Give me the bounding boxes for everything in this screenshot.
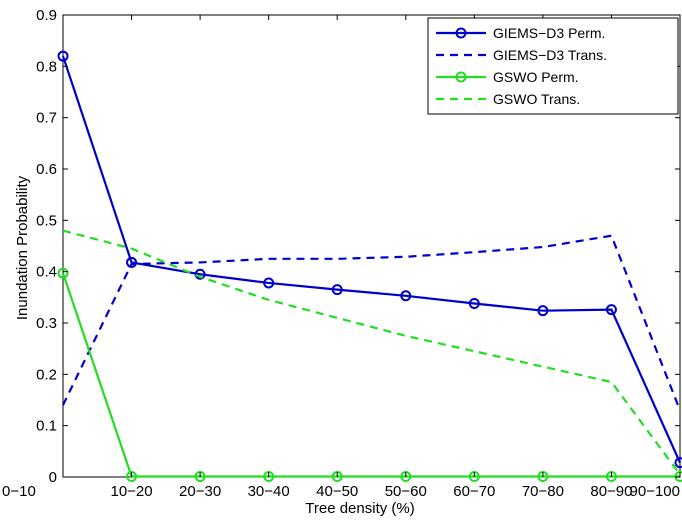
y-tick-label: 0.2: [36, 366, 57, 383]
y-tick-label: 0.3: [36, 315, 57, 332]
series-line: [62, 234, 682, 411]
x-tick-label: 80−90: [590, 483, 632, 500]
series-line: [62, 229, 681, 476]
series-line: [61, 272, 680, 478]
data-point: [263, 277, 275, 289]
legend-label: GIEMS−D3 Perm.: [493, 25, 605, 41]
data-point: [537, 305, 549, 317]
x-tick-label: 60−70: [453, 483, 495, 500]
series-1: [62, 234, 682, 411]
data-point: [331, 470, 343, 482]
x-tick-label: 90−100: [630, 483, 680, 500]
data-point: [674, 470, 682, 482]
legend-label: GSWO Perm.: [493, 69, 579, 85]
x-tick-label: 0−10: [2, 483, 36, 500]
legend: GIEMS−D3 Perm. GIEMS−D3 Trans. GSWO Perm. G…: [427, 17, 679, 115]
legend-item: GSWO Trans.: [436, 91, 580, 107]
y-tick-label: 0.8: [36, 58, 57, 75]
x-tick-label: 50−60: [385, 483, 427, 500]
data-point: [126, 470, 138, 482]
y-tick-label: 0.5: [36, 212, 57, 229]
series-3: [62, 229, 681, 476]
data-point: [468, 297, 480, 309]
y-axis-label: Inundation Probability: [14, 175, 31, 320]
series-line: [61, 55, 682, 464]
x-tick-label: 70−80: [522, 483, 564, 500]
data-point: [674, 457, 682, 469]
legend-item: GIEMS−D3 Perm.: [436, 25, 605, 41]
legend-label: GSWO Trans.: [493, 91, 580, 107]
data-point: [194, 268, 206, 280]
data-point: [537, 470, 549, 482]
x-tick-label: 10−20: [110, 483, 152, 500]
x-tick-label: 40−50: [316, 483, 358, 500]
data-point: [263, 470, 275, 482]
data-point: [400, 290, 412, 302]
data-point: [126, 256, 138, 268]
x-tick-label: 20−30: [179, 483, 221, 500]
y-tick-label: 0.7: [36, 110, 57, 127]
x-tick-label: 30−40: [248, 483, 290, 500]
y-tick-label: 0.6: [36, 161, 57, 178]
series-2: [57, 267, 682, 482]
series-0: [57, 50, 682, 469]
data-point: [57, 267, 69, 279]
y-tick-label: 0.9: [36, 7, 57, 24]
y-axis: 0 0.1 0.2 0.3 0.4 0.5 0.6 0.7 0.8 0.9: [36, 7, 680, 486]
legend-marker: [455, 71, 467, 83]
legend-item: GIEMS−D3 Trans.: [436, 47, 607, 63]
legend-item: GSWO Perm.: [436, 69, 579, 85]
x-axis: 0−10 10−20 20−30 30−40 40−50 50−60 60−70 70−80 8…: [2, 15, 681, 500]
legend-label: GIEMS−D3 Trans.: [493, 47, 607, 63]
y-tick-label: 0: [49, 469, 57, 486]
data-point: [194, 470, 206, 482]
data-point: [331, 284, 343, 296]
y-tick-label: 0.4: [36, 264, 57, 281]
y-tick-label: 0.1: [36, 418, 57, 435]
x-axis-label: Tree density (%): [305, 500, 414, 517]
data-point: [605, 304, 617, 316]
data-point: [57, 50, 69, 62]
data-point: [605, 470, 617, 482]
legend-marker: [455, 27, 467, 39]
data-point: [400, 470, 412, 482]
data-point: [468, 470, 480, 482]
